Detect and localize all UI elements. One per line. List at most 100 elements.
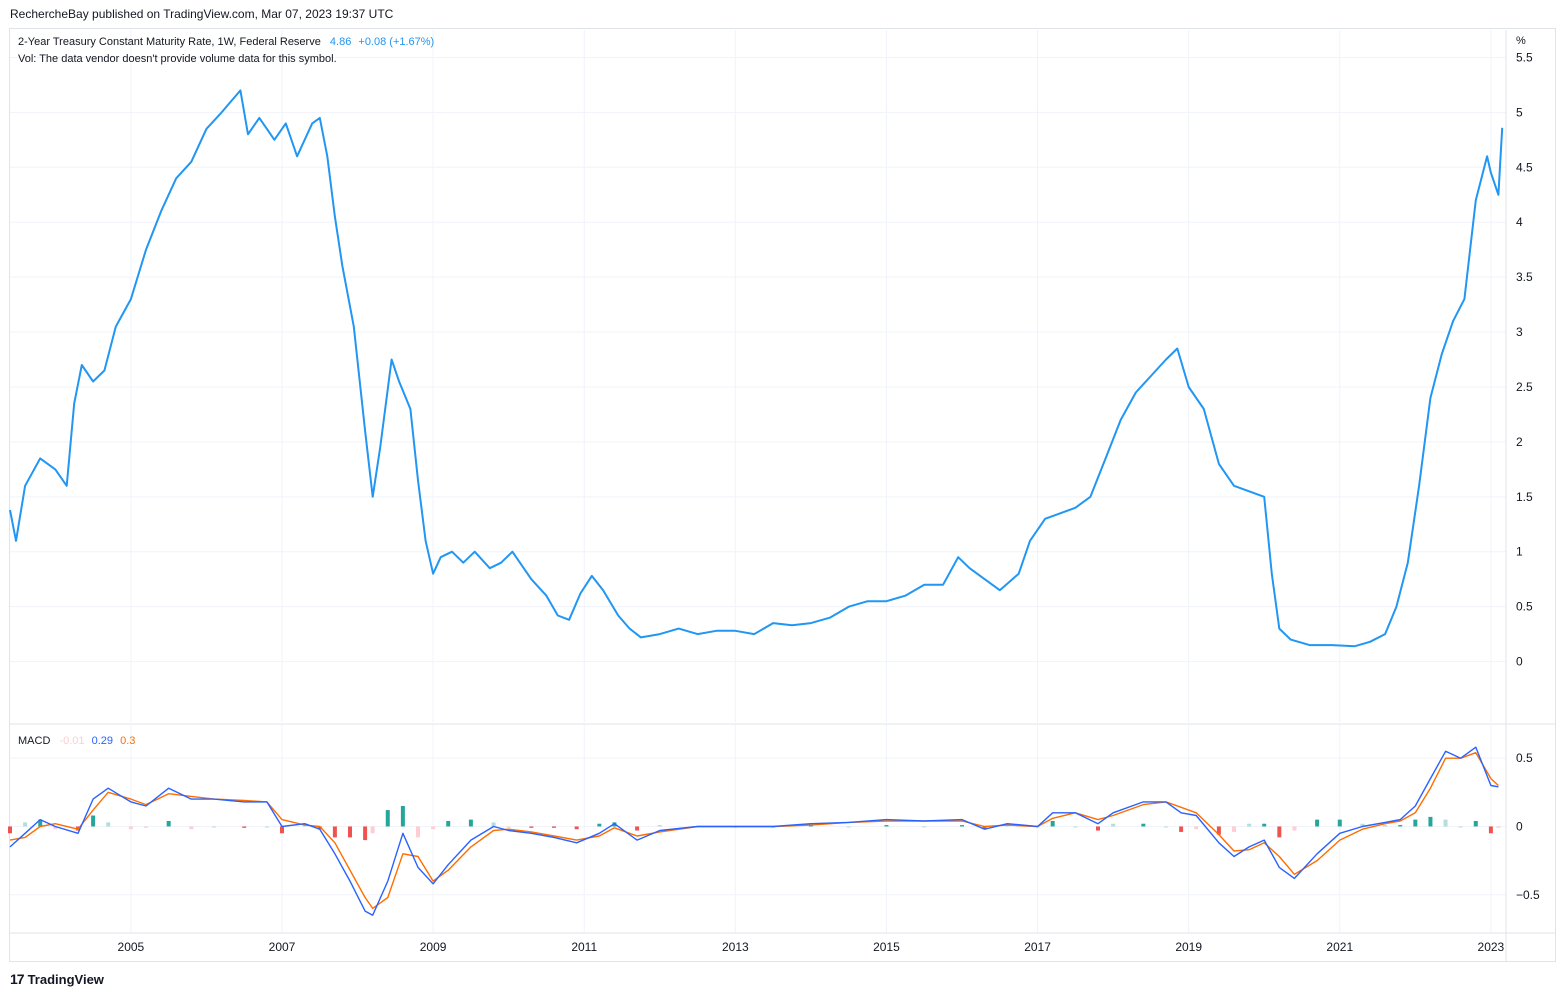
macd-value: 0.29 [91, 735, 114, 747]
histogram-bar [431, 826, 436, 830]
histogram-bar [264, 826, 269, 828]
macd-tick-label: 0.5 [1516, 751, 1533, 765]
histogram-bar [212, 826, 216, 828]
y-tick-label: 4.5 [1516, 160, 1533, 174]
y-tick-label: 5.5 [1516, 50, 1533, 64]
axes: 2005 2007 2009 2011 2013 2015 2017 2019 2021 2023… [10, 30, 1556, 961]
chart-frame [9, 28, 1556, 962]
macd-grid [10, 724, 1506, 933]
histogram-bar [23, 822, 28, 827]
histogram-bar [468, 819, 473, 827]
histogram-bar [1292, 826, 1297, 831]
macd-legend[interactable]: MACD -0.01 0.29 0.3 [18, 735, 135, 747]
histogram-bar [1232, 826, 1236, 832]
histogram-bar [574, 826, 579, 830]
y-tick-label: 0.5 [1516, 600, 1533, 614]
histogram-bar [416, 826, 420, 838]
histogram-bar [348, 826, 352, 838]
macd-line [9, 746, 1499, 916]
y-tick-label: 2.5 [1516, 380, 1533, 394]
y-tick-label: 4 [1516, 215, 1523, 229]
histogram-bar [1315, 819, 1320, 827]
histogram-bar [1458, 826, 1463, 828]
histogram-bar [1428, 816, 1433, 827]
histogram-bar [1360, 823, 1365, 827]
histogram-bar [982, 826, 987, 830]
histogram-bar [242, 826, 247, 828]
histogram-bar [1413, 819, 1418, 827]
signal-line [9, 752, 1499, 910]
x-tick-label: 2013 [722, 940, 749, 954]
histogram-bar [506, 826, 511, 828]
macd-tick-label: −0.5 [1516, 888, 1540, 902]
histogram-bar [189, 826, 194, 830]
histogram-bar [1194, 826, 1199, 830]
histogram-bar [38, 819, 43, 827]
tradingview-logo-icon: 17 [10, 971, 25, 987]
histogram-bar [166, 820, 171, 827]
price-plot [9, 89, 1504, 648]
histogram-bar [1073, 826, 1078, 828]
histogram-bar [385, 810, 390, 827]
histogram-bar [529, 826, 534, 828]
macd-tick-label: 0 [1516, 819, 1523, 833]
macd-plot [9, 746, 1499, 916]
histogram-bar [370, 826, 375, 834]
histogram-bar [53, 826, 58, 830]
histogram-bar [657, 825, 662, 827]
histogram-bar [1164, 826, 1168, 828]
histogram-bar [1262, 823, 1267, 827]
y-unit-label: % [1516, 35, 1526, 47]
main-grid [10, 30, 1506, 722]
footer-brand[interactable]: 17 TradingView [10, 971, 104, 987]
symbol-name: 2-Year Treasury Constant Maturity Rate, … [18, 36, 321, 48]
histogram-bar [1443, 819, 1448, 827]
histogram-bar [1337, 819, 1342, 827]
y-tick-label: 2 [1516, 435, 1523, 449]
x-tick-label: 2023 [1478, 940, 1505, 954]
histogram-bar [1179, 826, 1184, 832]
histogram-bar [317, 826, 322, 830]
histogram-bar [106, 822, 111, 827]
macd-label: MACD [18, 735, 51, 747]
histogram-bar [91, 815, 96, 827]
histogram-bar [1496, 826, 1501, 828]
histogram-bar [446, 820, 451, 827]
x-tick-label: 2011 [571, 940, 597, 954]
y-tick-label: 0 [1516, 655, 1523, 669]
series-legend[interactable]: 2-Year Treasury Constant Maturity Rate, … [18, 36, 434, 48]
x-tick-label: 2019 [1175, 940, 1202, 954]
histogram-bar [597, 823, 602, 827]
x-tick-label: 2005 [118, 940, 145, 954]
y-tick-label: 3 [1516, 325, 1523, 339]
y-tick-label: 1.5 [1516, 490, 1533, 504]
histogram-bar [846, 826, 851, 828]
signal-value: 0.3 [120, 735, 136, 747]
x-tick-label: 2009 [420, 940, 447, 954]
histogram-bar [1247, 823, 1252, 827]
histogram-bar [400, 805, 405, 827]
histogram-bar [552, 826, 556, 828]
y-tick-label: 1 [1516, 545, 1523, 559]
histogram-bar [1398, 825, 1403, 827]
histogram-bar [1383, 825, 1388, 827]
histogram-bar [128, 826, 133, 830]
publish-header: RechercheBay published on TradingView.co… [10, 7, 394, 21]
histogram-bar [332, 826, 337, 838]
histogram-bar [1488, 826, 1493, 834]
histogram-bar [1096, 826, 1100, 831]
x-tick-label: 2007 [269, 940, 296, 954]
histogram-bar [144, 826, 148, 828]
x-tick-label: 2021 [1326, 940, 1353, 954]
histogram-bar [1216, 826, 1221, 835]
brand-name: TradingView [27, 971, 104, 987]
volume-note: Vol: The data vendor doesn't provide vol… [18, 53, 337, 65]
histogram-bar [960, 825, 964, 827]
x-tick-label: 2017 [1024, 940, 1051, 954]
histogram-bar [491, 822, 496, 827]
histogram-bar [884, 825, 889, 827]
y-tick-label: 3.5 [1516, 270, 1533, 284]
macd-histogram [8, 805, 1501, 841]
histogram-bar [8, 826, 12, 834]
